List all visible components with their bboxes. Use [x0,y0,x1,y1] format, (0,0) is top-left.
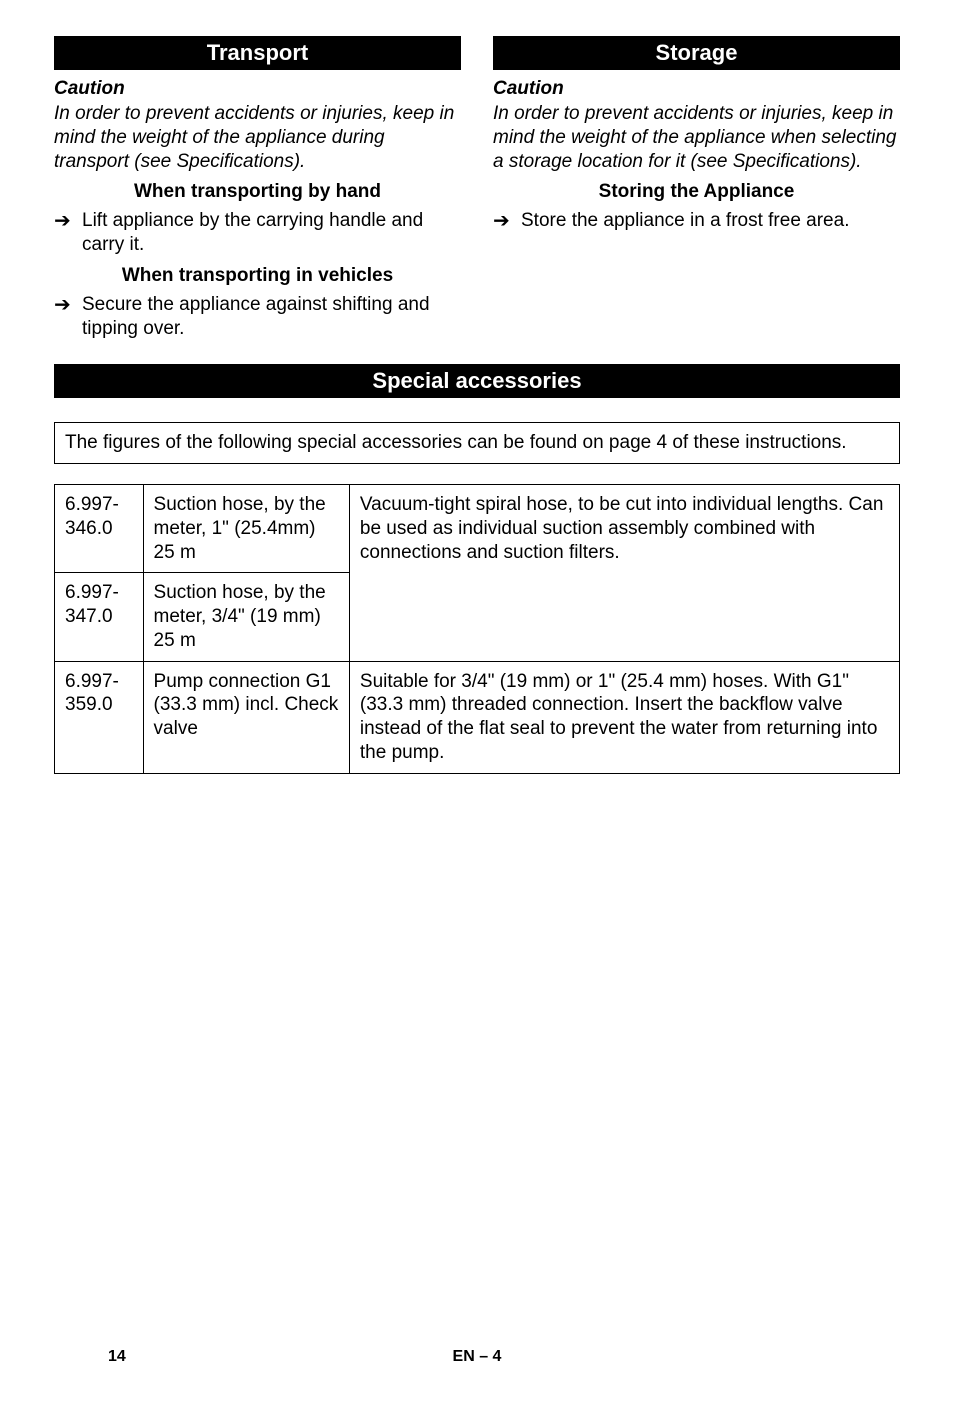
accessories-table: 6.997-346.0 Suction hose, by the meter, … [54,484,900,774]
footer-center: EN – 4 [453,1348,502,1366]
storage-heading: Storage [493,36,900,70]
cell-code: 6.997-346.0 [55,485,144,573]
accessories-heading: Special accessories [54,364,900,398]
caution-label-left: Caution [54,78,461,100]
cell-name: Pump connection G1 (33.3 mm) incl. Check… [143,661,349,773]
sub-heading-hand: When transporting by hand [54,181,461,203]
table-row: 6.997-346.0 Suction hose, by the meter, … [55,485,900,573]
cell-desc: Suitable for 3/4" (19 mm) or 1" (25.4 mm… [349,661,899,773]
arrow-icon: ➔ [54,209,82,234]
transport-heading: Transport [54,36,461,70]
arrow-icon: ➔ [493,209,521,234]
page-number: 14 [108,1348,126,1366]
sub-heading-vehicles: When transporting in vehicles [54,265,461,287]
cell-desc: Vacuum-tight spiral hose, to be cut into… [349,485,899,662]
cell-code: 6.997-359.0 [55,661,144,773]
arrow-icon: ➔ [54,293,82,318]
cell-name: Suction hose, by the meter, 3/4" (19 mm)… [143,573,349,661]
caution-label-right: Caution [493,78,900,100]
cell-code: 6.997-347.0 [55,573,144,661]
sub-heading-storing: Storing the Appliance [493,181,900,203]
accessories-intro: The figures of the following special acc… [54,422,900,464]
bullet-vehicles: Secure the appliance against shifting an… [82,293,461,341]
table-row: 6.997-359.0 Pump connection G1 (33.3 mm)… [55,661,900,773]
footer-spacer [842,1348,846,1366]
caution-body-left: In order to prevent accidents or injurie… [54,102,461,173]
bullet-storing: Store the appliance in a frost free area… [521,209,849,233]
caution-body-right: In order to prevent accidents or injurie… [493,102,900,173]
bullet-hand: Lift appliance by the carrying handle an… [82,209,461,257]
cell-name: Suction hose, by the meter, 1" (25.4mm) … [143,485,349,573]
